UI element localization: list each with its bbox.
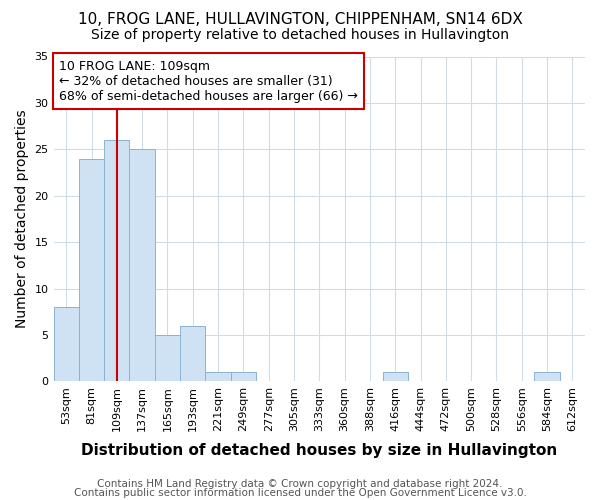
Bar — [104, 140, 130, 382]
Text: Size of property relative to detached houses in Hullavington: Size of property relative to detached ho… — [91, 28, 509, 42]
Text: Contains HM Land Registry data © Crown copyright and database right 2024.: Contains HM Land Registry data © Crown c… — [97, 479, 503, 489]
Bar — [53, 307, 79, 382]
X-axis label: Distribution of detached houses by size in Hullavington: Distribution of detached houses by size … — [81, 442, 557, 458]
Text: Contains public sector information licensed under the Open Government Licence v3: Contains public sector information licen… — [74, 488, 526, 498]
Bar — [79, 158, 104, 382]
Text: 10 FROG LANE: 109sqm
← 32% of detached houses are smaller (31)
68% of semi-detac: 10 FROG LANE: 109sqm ← 32% of detached h… — [59, 60, 358, 102]
Bar — [535, 372, 560, 382]
Bar — [383, 372, 408, 382]
Bar — [155, 335, 180, 382]
Bar — [130, 150, 155, 382]
Y-axis label: Number of detached properties: Number of detached properties — [15, 110, 29, 328]
Bar — [230, 372, 256, 382]
Text: 10, FROG LANE, HULLAVINGTON, CHIPPENHAM, SN14 6DX: 10, FROG LANE, HULLAVINGTON, CHIPPENHAM,… — [77, 12, 523, 28]
Bar — [205, 372, 230, 382]
Bar — [180, 326, 205, 382]
